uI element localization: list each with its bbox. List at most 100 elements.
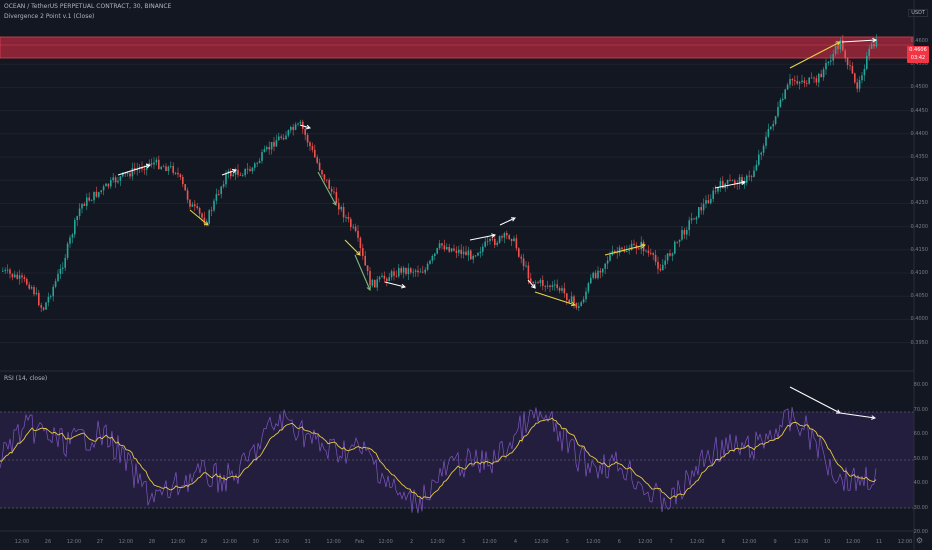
candle-body (270, 142, 273, 150)
candle-body (266, 147, 268, 150)
time-axis-label: 12:00 (222, 539, 237, 545)
time-axis-label: 12:00 (118, 539, 134, 545)
candle-body (393, 271, 395, 276)
symbol-title[interactable]: OCEAN / TetherUS PERPETUAL CONTRACT, 30,… (4, 3, 172, 10)
candle-body (148, 163, 150, 165)
gear-icon[interactable]: ⚙ (915, 536, 923, 545)
candle-body (311, 146, 314, 150)
divergence-line (841, 39, 877, 43)
candle-body (654, 254, 657, 262)
candle-body (222, 184, 225, 187)
candle-body (676, 241, 678, 243)
candle-body (479, 251, 482, 253)
candle-body (566, 293, 568, 300)
candle-body (184, 184, 186, 191)
rsi-title[interactable]: RSI (14, close) (4, 375, 48, 382)
candle-body (292, 127, 294, 130)
candle-body (321, 170, 323, 175)
candle-body (602, 268, 604, 273)
divergence-line (839, 412, 876, 419)
candle-body (170, 165, 172, 167)
candle-body (294, 124, 297, 130)
candle-body (702, 203, 705, 211)
time-axis-label: 12:00 (170, 539, 186, 545)
indicator-title[interactable]: Divergence 2 Point v.1 (Close) (4, 13, 95, 20)
candle-body (244, 168, 246, 176)
time-axis-label: 12:00 (793, 539, 809, 545)
candle-body (47, 296, 50, 303)
candle-body (268, 147, 270, 150)
price-axis-label: 0.3950 (910, 339, 929, 346)
candle-body (126, 173, 129, 175)
candle-body (352, 226, 354, 228)
candle-body (33, 287, 35, 295)
time-axis-label: 4 (513, 539, 518, 545)
candle-body (474, 255, 477, 257)
divergence-arrowhead (145, 163, 151, 169)
candle-body (717, 187, 719, 192)
rsi-axis-label: 30.00 (913, 504, 928, 511)
candle-body (182, 176, 184, 185)
candle-body (189, 199, 191, 207)
candle-body (801, 80, 803, 83)
price-axis-label: 0.4300 (910, 177, 929, 184)
candle-body (861, 75, 863, 81)
candle-body (782, 98, 784, 100)
divergence-arrowhead (356, 251, 361, 256)
candle-body (686, 230, 688, 235)
divergence-line (499, 217, 516, 226)
candle-body (441, 243, 443, 246)
candle-body (618, 247, 621, 253)
candle-body (26, 279, 28, 285)
candle-body (388, 277, 390, 282)
candle-body (9, 269, 11, 274)
time-axis-label: 11 (875, 539, 883, 545)
candle-body (335, 192, 338, 203)
divergence-line (221, 169, 237, 176)
candle-body (234, 169, 237, 175)
candle-body (645, 250, 647, 252)
candle-body (11, 273, 14, 278)
candle-body (722, 181, 724, 189)
candle-body (784, 89, 786, 99)
candle-body (417, 270, 419, 273)
divergence-line (117, 164, 151, 176)
candle-body (131, 168, 134, 177)
candle-body (594, 272, 597, 279)
divergence-arrowhead (366, 285, 371, 291)
candle-body (546, 285, 549, 287)
candle-body (542, 279, 544, 286)
time-axis-label: 3 (461, 539, 466, 545)
candle-body (66, 243, 69, 258)
candle-body (162, 166, 165, 168)
candle-body (314, 149, 316, 158)
divergence-arrowhead (741, 180, 747, 185)
candle-body (794, 80, 796, 82)
candle-body (345, 217, 347, 218)
candle-body (100, 190, 102, 193)
candle-body (714, 190, 717, 192)
candle-body (539, 279, 542, 284)
candle-body (306, 134, 309, 143)
candle-body (210, 210, 213, 212)
divergence-arrowhead (203, 221, 209, 226)
candle-body (381, 275, 383, 278)
candle-body (458, 249, 460, 253)
candle-body (316, 157, 318, 163)
candle-body (112, 177, 114, 181)
candle-body (57, 273, 59, 282)
candle-body (102, 186, 105, 191)
candle-body (256, 162, 258, 164)
candle-body (472, 255, 474, 260)
candle-body (758, 154, 760, 165)
candle-body (870, 43, 873, 49)
candle-body (323, 174, 326, 180)
candle-body (263, 149, 266, 153)
candle-body (258, 160, 261, 163)
candle-body (558, 287, 561, 291)
candle-body (580, 302, 582, 307)
candle-body (230, 171, 232, 177)
candle-body (42, 307, 45, 310)
currency-label[interactable]: USDT (908, 9, 928, 17)
